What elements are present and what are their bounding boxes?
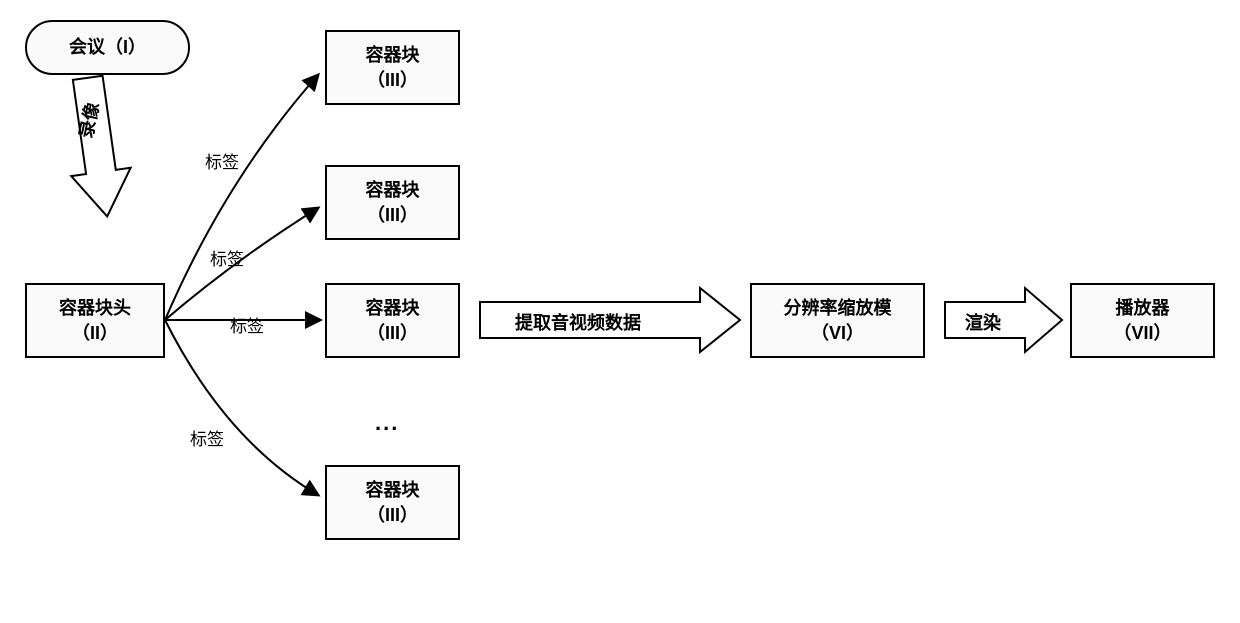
resolution-node: 分辨率缩放模 （VI）	[750, 283, 925, 358]
block3-label-1: 容器块	[366, 296, 420, 320]
tag-label-1: 标签	[205, 148, 239, 173]
block4-label-1: 容器块	[366, 478, 420, 502]
container-block-3: 容器块 （III）	[325, 283, 460, 358]
ellipsis: ...	[375, 410, 399, 436]
player-node: 播放器 （VII）	[1070, 283, 1215, 358]
resolution-label-2: （VI）	[811, 321, 864, 345]
record-label: 录像	[72, 100, 105, 141]
tag-label-2: 标签	[210, 245, 244, 270]
extract-label: 提取音视频数据	[515, 309, 641, 335]
render-label: 渲染	[965, 309, 1001, 335]
meeting-node: 会议（I）	[25, 20, 190, 75]
tag-label-4: 标签	[190, 425, 224, 450]
render-block-arrow	[945, 288, 1062, 352]
container-block-1: 容器块 （III）	[325, 30, 460, 105]
block2-label-1: 容器块	[366, 178, 420, 202]
tag-label-3: 标签	[230, 312, 264, 337]
edge-header-block4	[165, 320, 318, 495]
container-block-4: 容器块 （III）	[325, 465, 460, 540]
block3-label-2: （III）	[367, 321, 418, 345]
block2-label-2: （III）	[367, 203, 418, 227]
block1-label-2: （III）	[367, 68, 418, 92]
player-label-1: 播放器	[1116, 296, 1170, 320]
meeting-label: 会议（I）	[69, 35, 146, 59]
header-label-2: （II）	[72, 321, 118, 345]
record-block-arrow	[58, 74, 137, 221]
block1-label-1: 容器块	[366, 43, 420, 67]
edge-header-block1	[165, 75, 318, 320]
container-block-2: 容器块 （III）	[325, 165, 460, 240]
resolution-label-1: 分辨率缩放模	[784, 296, 892, 320]
header-node: 容器块头 （II）	[25, 283, 165, 358]
header-label-1: 容器块头	[59, 296, 131, 320]
block4-label-2: （III）	[367, 503, 418, 527]
player-label-2: （VII）	[1113, 321, 1171, 345]
